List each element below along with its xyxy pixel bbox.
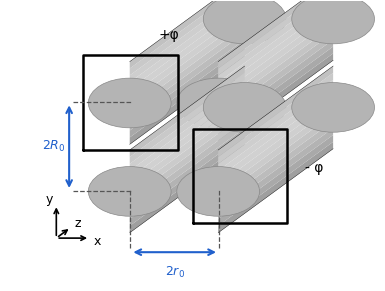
Polygon shape bbox=[218, 80, 333, 171]
Ellipse shape bbox=[292, 83, 375, 132]
Polygon shape bbox=[130, 40, 245, 131]
Polygon shape bbox=[218, 66, 333, 157]
Polygon shape bbox=[218, 87, 333, 178]
Polygon shape bbox=[130, 12, 245, 103]
Polygon shape bbox=[130, 128, 245, 219]
Polygon shape bbox=[218, 40, 333, 131]
Polygon shape bbox=[218, 100, 333, 191]
Polygon shape bbox=[130, 66, 245, 157]
Polygon shape bbox=[218, 33, 333, 124]
Polygon shape bbox=[130, 94, 245, 184]
Polygon shape bbox=[130, 142, 245, 233]
Polygon shape bbox=[218, 114, 333, 205]
Polygon shape bbox=[218, 142, 333, 233]
Polygon shape bbox=[218, 0, 333, 68]
Polygon shape bbox=[130, 0, 245, 82]
Ellipse shape bbox=[89, 78, 171, 128]
Polygon shape bbox=[218, 73, 333, 164]
Text: $2r_0$: $2r_0$ bbox=[165, 265, 185, 280]
Polygon shape bbox=[218, 94, 333, 184]
Text: $2R_0$: $2R_0$ bbox=[42, 139, 65, 154]
Polygon shape bbox=[130, 135, 245, 226]
Polygon shape bbox=[130, 0, 245, 75]
Polygon shape bbox=[218, 54, 333, 144]
Polygon shape bbox=[130, 26, 245, 117]
Polygon shape bbox=[130, 100, 245, 191]
Polygon shape bbox=[218, 12, 333, 103]
Polygon shape bbox=[130, 114, 245, 205]
Polygon shape bbox=[130, 73, 245, 164]
Polygon shape bbox=[130, 47, 245, 137]
Ellipse shape bbox=[292, 0, 375, 44]
Polygon shape bbox=[218, 107, 333, 198]
Text: - φ: - φ bbox=[305, 161, 323, 175]
Polygon shape bbox=[218, 19, 333, 110]
Polygon shape bbox=[130, 87, 245, 178]
Polygon shape bbox=[130, 33, 245, 124]
Polygon shape bbox=[130, 19, 245, 110]
Polygon shape bbox=[218, 135, 333, 226]
Polygon shape bbox=[130, 80, 245, 171]
Ellipse shape bbox=[203, 83, 286, 132]
Polygon shape bbox=[218, 5, 333, 96]
Polygon shape bbox=[130, 0, 245, 89]
Polygon shape bbox=[130, 121, 245, 212]
Text: z: z bbox=[75, 217, 81, 230]
Polygon shape bbox=[218, 0, 333, 75]
Polygon shape bbox=[218, 121, 333, 212]
Polygon shape bbox=[218, 26, 333, 117]
Polygon shape bbox=[218, 47, 333, 137]
Text: y: y bbox=[46, 193, 53, 206]
Ellipse shape bbox=[89, 166, 171, 216]
Polygon shape bbox=[130, 107, 245, 198]
Ellipse shape bbox=[203, 0, 286, 44]
Text: +φ: +φ bbox=[159, 28, 179, 42]
Ellipse shape bbox=[177, 78, 259, 128]
Ellipse shape bbox=[177, 166, 259, 216]
Text: x: x bbox=[93, 235, 100, 248]
Polygon shape bbox=[218, 128, 333, 219]
Polygon shape bbox=[218, 0, 333, 82]
Polygon shape bbox=[130, 0, 245, 68]
Polygon shape bbox=[218, 0, 333, 89]
Polygon shape bbox=[130, 54, 245, 144]
Polygon shape bbox=[130, 5, 245, 96]
